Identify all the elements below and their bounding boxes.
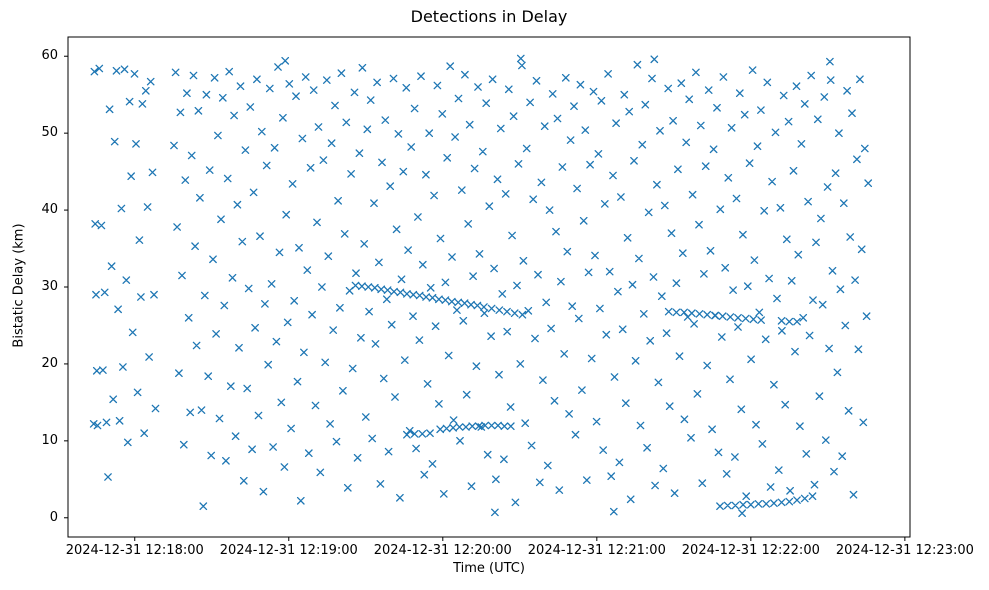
- y-tick-label: 40: [41, 202, 58, 218]
- y-tick-label: 10: [41, 432, 58, 448]
- x-tick-label: 2024-12-31 12:18:00: [65, 543, 204, 558]
- x-axis-label: Time (UTC): [453, 561, 525, 576]
- axes-frame: [67, 36, 911, 538]
- scatter-points: [89, 54, 873, 518]
- x-tick-label: 2024-12-31 12:20:00: [373, 543, 512, 558]
- chart-title: Detections in Delay: [410, 7, 568, 26]
- x-tick-label: 2024-12-31 12:19:00: [219, 543, 358, 558]
- y-tick-label: 20: [41, 355, 58, 371]
- y-tick-label: 30: [41, 279, 58, 294]
- y-tick-label: 50: [41, 125, 58, 141]
- x-tick-label: 2024-12-31 12:22:00: [681, 543, 820, 558]
- x-tick-label: 2024-12-31 12:23:00: [835, 543, 974, 558]
- y-tick-label: 0: [49, 509, 58, 525]
- y-tick-label: 60: [41, 48, 58, 64]
- x-tick-label: 2024-12-31 12:21:00: [527, 543, 666, 558]
